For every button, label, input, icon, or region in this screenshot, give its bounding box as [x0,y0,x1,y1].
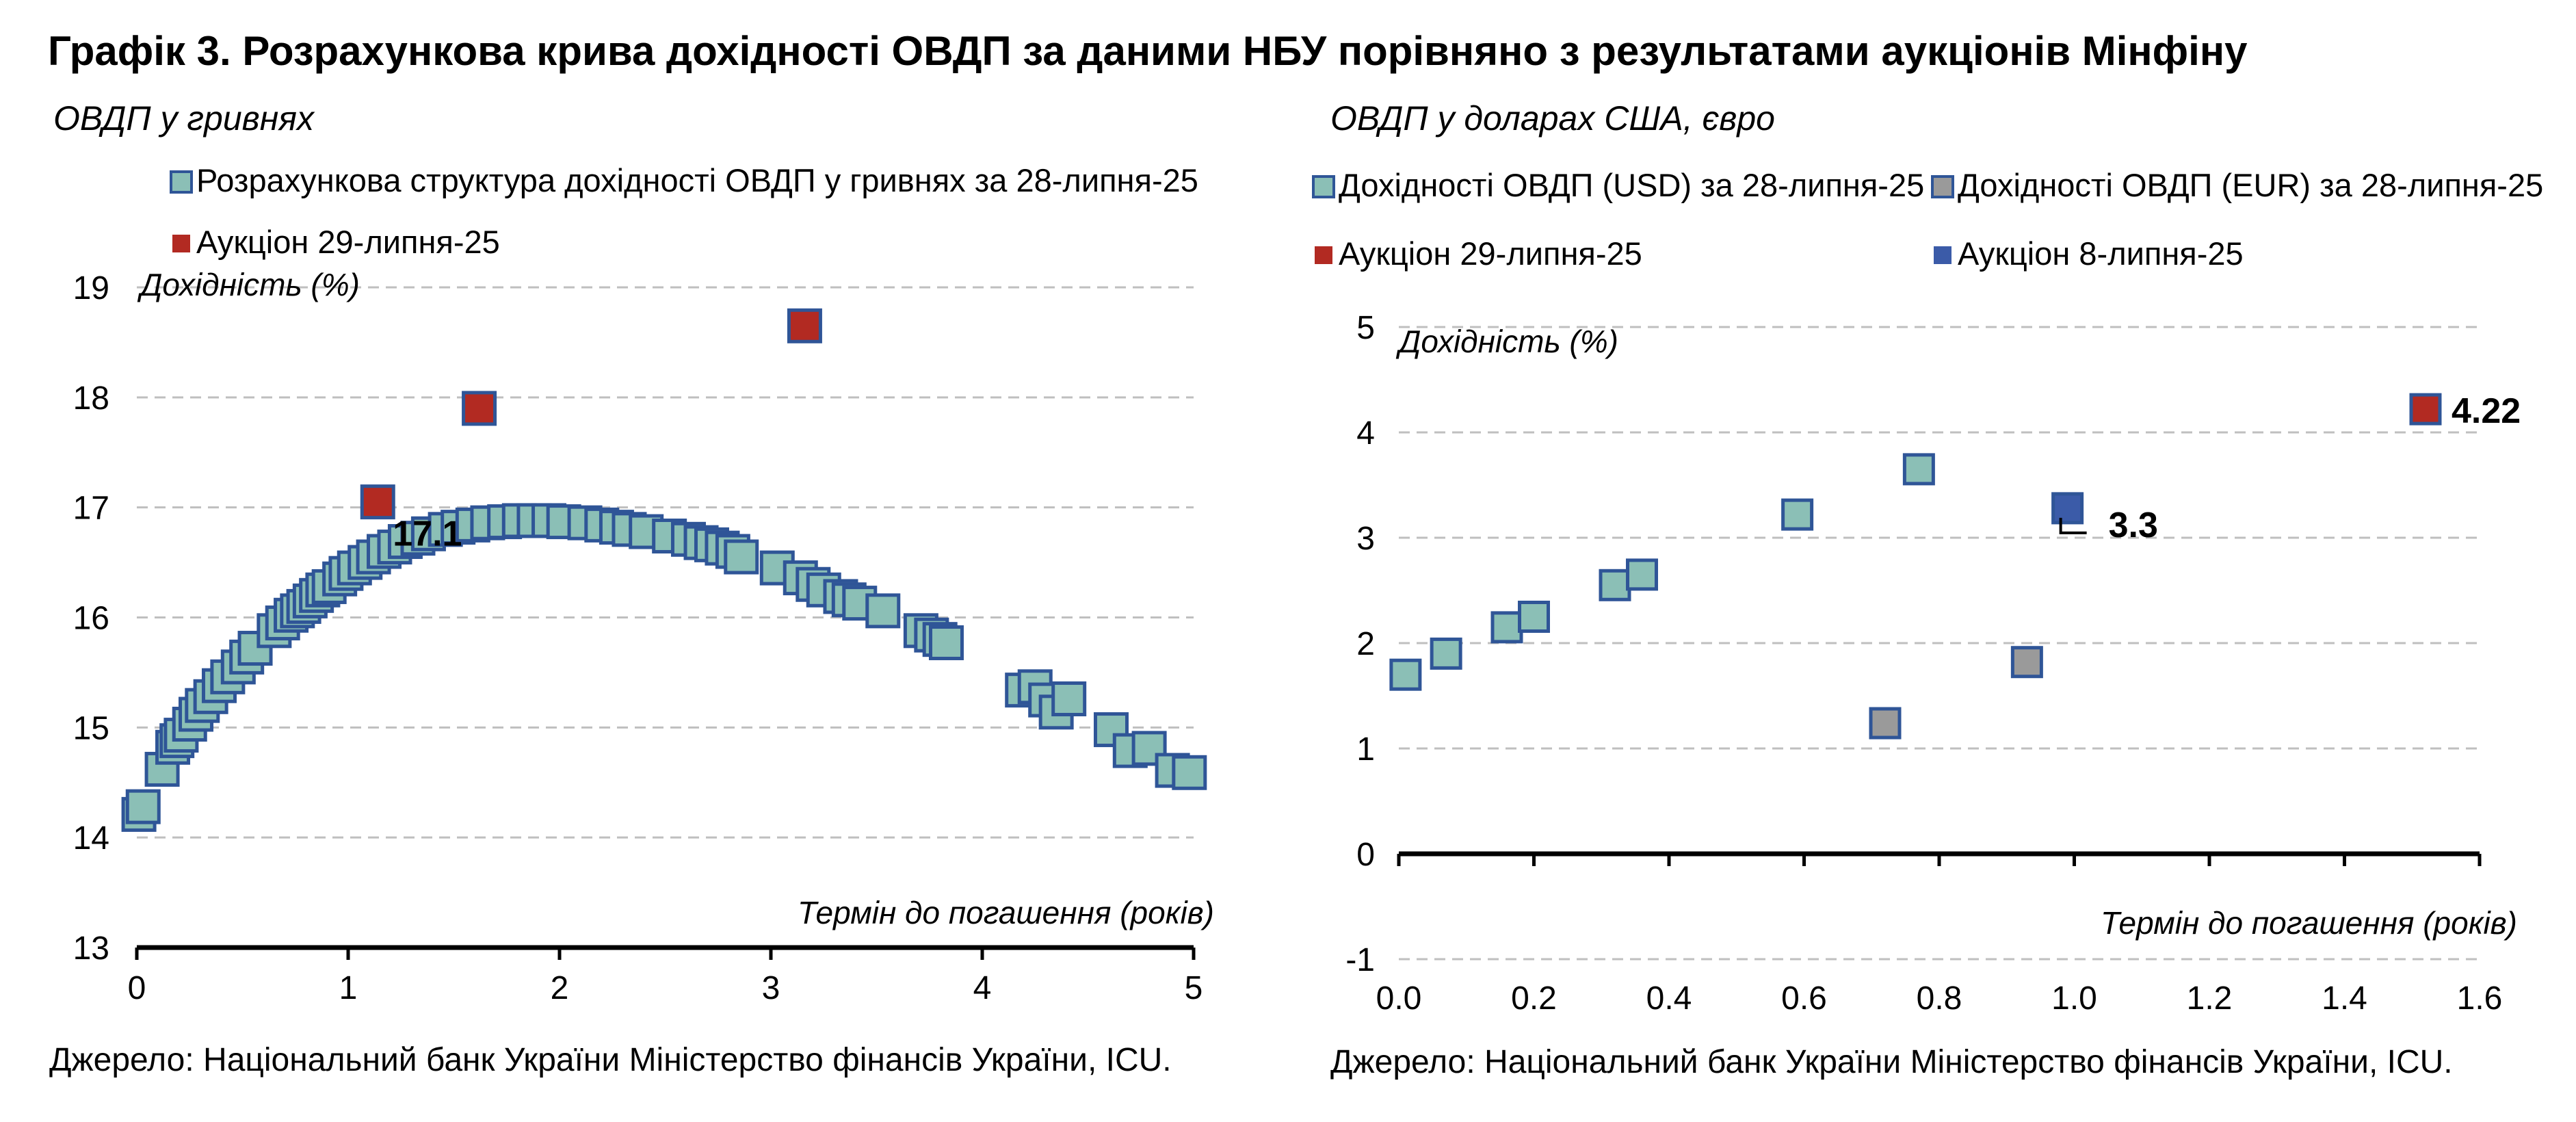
x-tick-label: 0.6 [1781,980,1827,1017]
x-tick-label: 4 [973,970,992,1006]
y-tick-label: 17 [73,491,109,527]
data-point [2409,393,2442,426]
y-tick-label: 2 [1356,626,1375,662]
legend-label: Аукціон 8-липня-25 [1958,235,2244,272]
legend-label: Розрахункова структура дохідності ОВДП у… [196,162,1198,198]
data-point [1490,611,1523,644]
legend-marker [1312,175,1335,198]
data-point [125,789,161,824]
x-axis-label: Термін до погашення (років) [2101,905,2517,941]
data-point [2010,646,2043,679]
y-tick-label: 16 [73,601,109,637]
y-tick-label: 5 [1356,310,1375,346]
x-tick-label: 0.8 [1917,980,1962,1017]
data-point [1172,755,1207,790]
y-tick-label: 3 [1356,521,1375,557]
legend-label: Дохідності ОВДП (USD) за 28-липня-25 [1339,167,1924,203]
x-tick-label: 3 [762,970,780,1006]
legend-marker [172,235,190,252]
panel-subtitle: ОВДП у доларах США, євро [1330,99,1775,138]
x-tick-label: 1.4 [2322,980,2367,1017]
annotation-leader [2059,517,2087,534]
data-point [1626,558,1658,591]
data-point [1093,712,1129,748]
x-tick-label: 0.2 [1511,980,1557,1017]
legend-marker [1934,246,1951,264]
x-tick-label: 0.4 [1646,980,1692,1017]
data-point [1869,707,1902,740]
data-point [2051,492,2084,525]
y-tick-label: 19 [73,270,109,306]
data-point [928,625,964,660]
y-tick-label: 4 [1356,415,1375,452]
chart-title: Графік 3. Розрахункова крива дохідності … [48,28,2248,74]
x-tick-label: 1.6 [2457,980,2503,1017]
y-tick-label: -1 [1345,942,1375,978]
data-point [360,484,395,520]
data-point [787,308,822,343]
y-axis-label: Дохідність (%) [137,267,360,302]
data-point [237,631,273,666]
legend-label: Аукціон 29-липня-25 [1339,235,1642,272]
x-tick-label: 2 [551,970,569,1006]
legend-marker [1315,246,1332,264]
data-point [1389,658,1422,691]
y-tick-label: 14 [73,820,109,857]
x-tick-label: 1 [339,970,358,1006]
data-label: 17.1 [393,514,462,554]
legend-label: Дохідності ОВДП (EUR) за 28-липня-25 [1958,167,2543,203]
x-axis-label: Термін до погашення (років) [798,895,1214,930]
data-point [462,391,497,426]
x-tick-label: 0.0 [1376,980,1422,1017]
data-point [724,539,759,575]
data-label: 3.3 [2109,506,2158,545]
x-tick-label: 1.0 [2051,980,2097,1017]
fx-bond-chart: ОВДП у доларах США, євро -1 0 1 2 3 4 5 0.0 0.2 0.… [1312,99,2543,1080]
data-point [865,593,901,629]
y-tick-label: 0 [1356,837,1375,873]
data-point [1902,453,1935,486]
y-tick-label: 1 [1356,731,1375,768]
y-tick-label: 15 [73,710,109,746]
data-point [1599,569,1631,601]
data-point [1518,601,1550,633]
x-tick-label: 5 [1185,970,1203,1006]
data-label: 4.22 [2452,391,2521,431]
x-tick-label: 1.2 [2187,980,2233,1017]
y-axis-label: Дохідність (%) [1395,324,1618,359]
data-point [1051,681,1087,717]
legend-marker [1931,175,1954,198]
x-tick-label: 0 [128,970,146,1006]
source-note: Джерело: Національний банк України Мініс… [49,1042,1172,1078]
data-point [1781,498,1814,531]
source-note: Джерело: Національний банк України Мініс… [1330,1044,2453,1080]
data-point [1430,637,1462,670]
y-tick-label: 18 [73,380,109,417]
panel-subtitle: ОВДП у гривнях [53,99,315,138]
legend-marker [170,170,193,194]
uah-bond-chart: ОВДП у гривнях 13 14 15 16 17 18 19 0 1 2 3 4 5 Дохідн… [49,99,1214,1078]
y-tick-label: 13 [73,930,109,967]
legend-label: Аукціон 29-липня-25 [196,224,500,260]
